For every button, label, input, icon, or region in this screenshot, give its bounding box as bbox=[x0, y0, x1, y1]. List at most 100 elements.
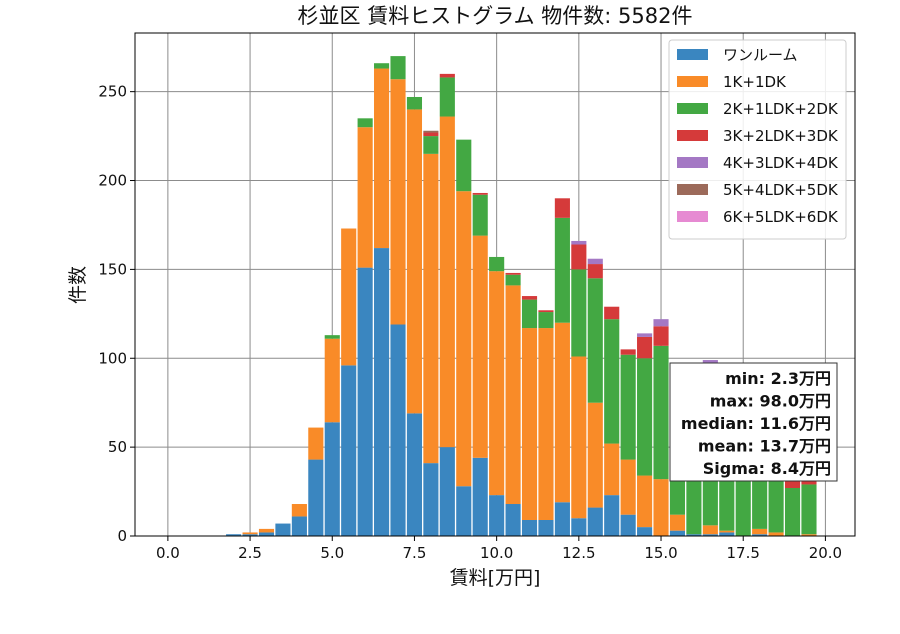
bar-series0-bin25 bbox=[637, 527, 653, 536]
legend: ワンルーム 1K+1DK 2K+1LDK+2DK 3K+2LDK+3DK 4K+3LDK… bbox=[668, 39, 847, 240]
bar-series0-bin3 bbox=[275, 523, 291, 536]
bar-series1-bin11 bbox=[406, 109, 423, 414]
bar-series2-bin18 bbox=[521, 299, 538, 329]
bar-series3-bin22 bbox=[587, 264, 603, 279]
bar-series0-bin13 bbox=[439, 447, 455, 536]
x-tick-label-7: 17.5 bbox=[727, 544, 760, 562]
stats-line-1: max: 98.0万円 bbox=[710, 392, 831, 411]
bar-series0-bin8 bbox=[357, 267, 373, 536]
bar-series0-bin1 bbox=[242, 534, 258, 536]
legend-swatch-0 bbox=[677, 49, 708, 60]
bar-series5-bin12 bbox=[423, 130, 439, 133]
bar-series1-bin23 bbox=[604, 443, 620, 496]
bar-series1-bin4 bbox=[291, 504, 307, 517]
bar-series1-bin21 bbox=[571, 356, 587, 519]
y-axis-label: 件数 bbox=[67, 266, 89, 304]
bar-series2-bin24 bbox=[620, 354, 636, 460]
bar-series0-bin16 bbox=[489, 495, 505, 536]
bar-series0-bin32 bbox=[752, 534, 768, 536]
bar-series3-bin23 bbox=[604, 306, 620, 320]
bar-series3-bin18 bbox=[521, 296, 538, 300]
bar-series1-bin14 bbox=[456, 191, 472, 487]
bar-series1-bin30 bbox=[719, 530, 735, 533]
bar-series0-bin28 bbox=[686, 534, 702, 536]
bar-series0-bin22 bbox=[587, 507, 603, 536]
x-tick-label-2: 5.0 bbox=[320, 544, 344, 562]
bar-series3-bin13 bbox=[439, 73, 455, 78]
bar-series4-bin21 bbox=[571, 240, 587, 245]
bar-series2-bin12 bbox=[423, 136, 439, 154]
bar-series2-bin35 bbox=[801, 484, 817, 535]
stats-frame bbox=[669, 362, 838, 482]
bar-series1-bin8 bbox=[357, 127, 373, 268]
bar-series1-bin18 bbox=[521, 328, 538, 521]
bar-series2-bin10 bbox=[390, 56, 406, 80]
y-tick-label-3: 150 bbox=[98, 260, 127, 278]
stats-line-4: Sigma: 8.4万円 bbox=[703, 459, 831, 478]
stats-box: min: 2.3万円 max: 98.0万円 median: 11.6万円 mean:… bbox=[669, 362, 838, 482]
bar-series1-bin12 bbox=[423, 153, 439, 464]
bar-series3-bin25 bbox=[637, 336, 653, 359]
bar-series2-bin17 bbox=[505, 274, 521, 286]
x-tick-label-8: 20.0 bbox=[809, 544, 842, 562]
bar-series0-bin19 bbox=[538, 520, 554, 536]
y-tick-label-1: 50 bbox=[108, 438, 127, 456]
bar-series0-bin2 bbox=[258, 532, 275, 536]
bar-series3-bin26 bbox=[653, 326, 669, 346]
bar-series2-bin21 bbox=[571, 269, 587, 357]
legend-swatch-3 bbox=[677, 130, 708, 141]
bar-series1-bin9 bbox=[374, 68, 390, 249]
legend-label-3: 3K+2LDK+3DK bbox=[723, 127, 839, 145]
bar-series4-bin22 bbox=[587, 258, 603, 265]
legend-swatch-6 bbox=[677, 211, 708, 222]
bar-series2-bin22 bbox=[587, 278, 603, 403]
bar-series1-bin6 bbox=[324, 338, 340, 423]
bar-series0-bin18 bbox=[521, 520, 538, 536]
bar-series2-bin19 bbox=[538, 312, 554, 329]
bar-series1-bin33 bbox=[768, 532, 784, 536]
bar-series0-bin21 bbox=[571, 518, 587, 536]
bar-series2-bin6 bbox=[324, 335, 340, 339]
bar-series0-bin5 bbox=[308, 459, 324, 536]
bar-series0-bin10 bbox=[390, 324, 406, 536]
bar-series0-bin11 bbox=[406, 413, 423, 536]
bar-series1-bin5 bbox=[308, 427, 324, 460]
bar-series0-bin29 bbox=[702, 534, 718, 536]
bar-series0-bin23 bbox=[604, 495, 620, 536]
bar-series2-bin11 bbox=[406, 96, 423, 110]
bar-series2-bin34 bbox=[784, 488, 801, 536]
x-tick-label-1: 2.5 bbox=[238, 544, 262, 562]
bar-series1-bin15 bbox=[472, 235, 488, 458]
bar-series1-bin32 bbox=[752, 528, 768, 535]
bar-series2-bin25 bbox=[637, 358, 653, 476]
x-ticks: 0.0 2.5 5.0 7.5 10.0 12.5 15.0 17.5 20.0 bbox=[156, 536, 842, 562]
bar-series1-bin22 bbox=[587, 402, 603, 508]
plot-frame bbox=[134, 32, 856, 537]
y-tick-label-0: 0 bbox=[117, 527, 127, 545]
y-tick-label-5: 250 bbox=[98, 83, 127, 101]
bar-series0-bin9 bbox=[374, 248, 390, 536]
legend-swatch-2 bbox=[677, 103, 708, 114]
bar-series2-bin13 bbox=[439, 77, 455, 117]
legend-swatch-1 bbox=[677, 76, 708, 87]
y-tick-label-4: 200 bbox=[98, 172, 127, 190]
stats-line-0: min: 2.3万円 bbox=[725, 369, 831, 388]
bar-series0-bin20 bbox=[554, 502, 570, 536]
bar-series2-bin16 bbox=[489, 256, 505, 272]
bar-series1-bin27 bbox=[669, 514, 686, 531]
bar-series1-bin10 bbox=[390, 79, 406, 325]
bar-series1-bin26 bbox=[653, 479, 669, 536]
chart-title: 杉並区 賃料ヒストグラム 物件数: 5582件 bbox=[298, 4, 693, 28]
bar-series1-bin25 bbox=[637, 475, 653, 528]
bar-series0-bin0 bbox=[226, 534, 242, 536]
bar-series0-bin24 bbox=[620, 514, 636, 536]
legend-swatch-5 bbox=[677, 184, 708, 195]
legend-label-2: 2K+1LDK+2DK bbox=[723, 100, 839, 118]
x-tick-label-0: 0.0 bbox=[156, 544, 180, 562]
bar-series3-bin20 bbox=[554, 198, 570, 218]
legend-label-4: 4K+3LDK+4DK bbox=[723, 154, 839, 172]
bar-series2-bin26 bbox=[653, 345, 669, 480]
legend-swatch-4 bbox=[677, 157, 708, 168]
bar-series2-bin20 bbox=[554, 217, 570, 323]
